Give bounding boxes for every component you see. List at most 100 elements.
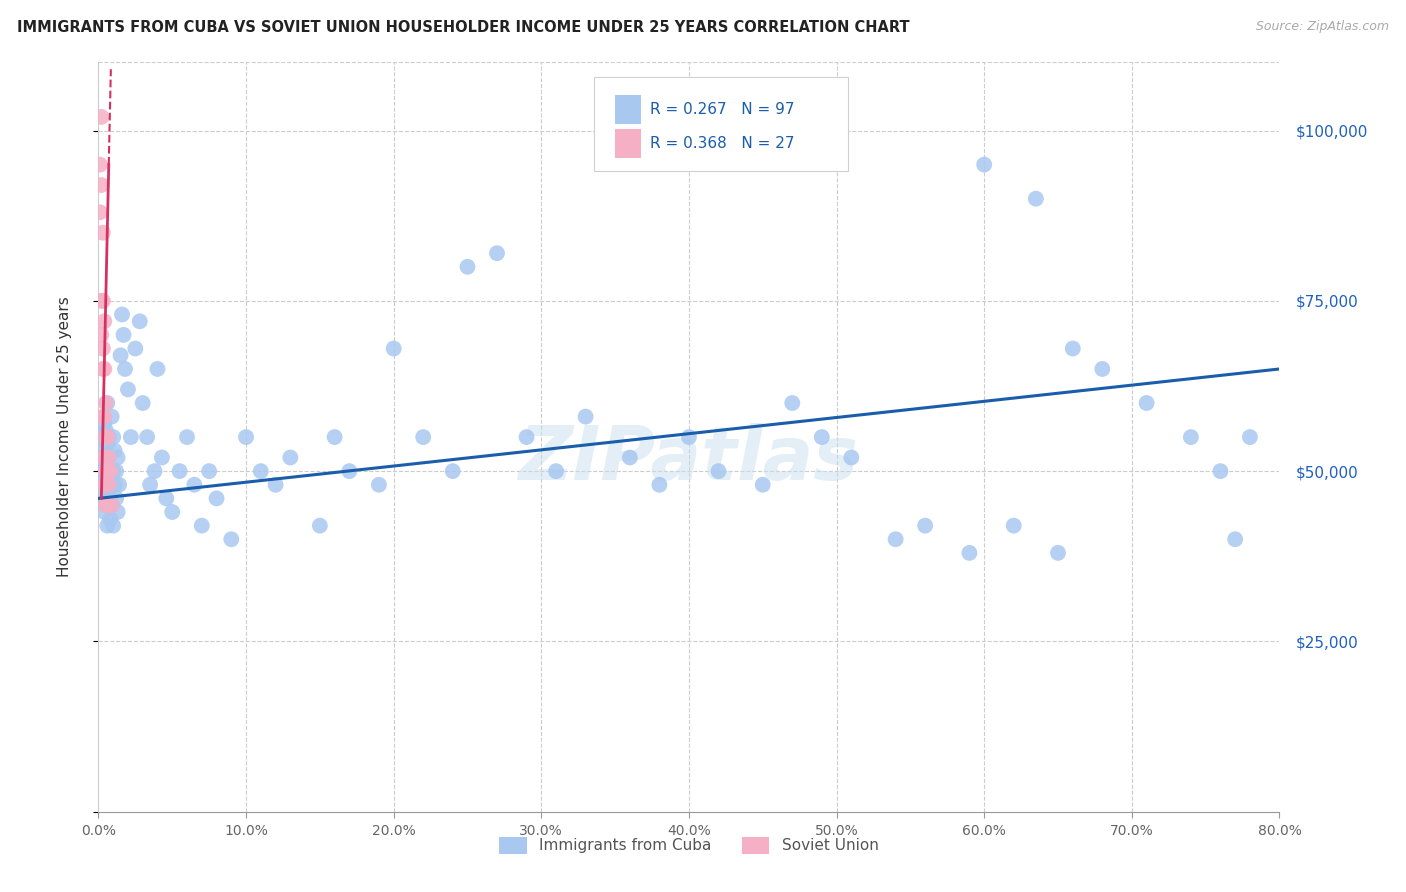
Point xyxy=(91,342,114,356)
Point xyxy=(94,498,117,512)
Point xyxy=(575,409,598,424)
Point xyxy=(90,178,112,192)
Point xyxy=(619,450,641,465)
Point xyxy=(93,505,115,519)
Point xyxy=(96,518,118,533)
Point xyxy=(93,314,115,328)
Point xyxy=(1136,396,1159,410)
Point xyxy=(97,430,120,444)
Point xyxy=(150,450,173,465)
Point xyxy=(97,477,120,491)
Point xyxy=(93,362,115,376)
Point xyxy=(110,348,132,362)
Point xyxy=(96,396,118,410)
Point xyxy=(107,450,129,465)
Text: R = 0.267   N = 97: R = 0.267 N = 97 xyxy=(650,103,794,117)
Point xyxy=(752,477,775,491)
Point xyxy=(198,464,221,478)
Point xyxy=(100,498,122,512)
Text: IMMIGRANTS FROM CUBA VS SOVIET UNION HOUSEHOLDER INCOME UNDER 25 YEARS CORRELATI: IMMIGRANTS FROM CUBA VS SOVIET UNION HOU… xyxy=(17,20,910,35)
Point xyxy=(368,477,391,491)
Point xyxy=(162,505,183,519)
Point xyxy=(91,430,114,444)
Point xyxy=(91,443,114,458)
Point xyxy=(105,491,128,506)
Point xyxy=(103,430,125,444)
Point xyxy=(973,158,995,172)
Point xyxy=(648,477,671,491)
Point xyxy=(98,464,121,478)
Bar xyxy=(614,129,641,158)
Point xyxy=(486,246,509,260)
Point xyxy=(112,327,135,342)
Point xyxy=(117,383,139,397)
Point xyxy=(1180,430,1202,444)
Point xyxy=(94,477,117,491)
Point xyxy=(205,491,228,506)
Point xyxy=(441,464,464,478)
Point xyxy=(782,396,804,410)
Point xyxy=(382,342,405,356)
Point xyxy=(89,464,111,478)
Point xyxy=(155,491,177,506)
Point xyxy=(1025,192,1047,206)
Point xyxy=(94,464,117,478)
Point xyxy=(93,450,115,465)
Bar xyxy=(614,95,641,124)
Text: Source: ZipAtlas.com: Source: ZipAtlas.com xyxy=(1256,20,1389,33)
Point xyxy=(191,518,214,533)
Point xyxy=(100,409,122,424)
Point xyxy=(707,464,730,478)
Text: ZIPatlas: ZIPatlas xyxy=(519,423,859,496)
Point xyxy=(1091,362,1114,376)
Point xyxy=(1002,518,1025,533)
Point xyxy=(1062,342,1084,356)
Point xyxy=(146,362,169,376)
Point xyxy=(457,260,479,274)
Point xyxy=(914,518,936,533)
Point xyxy=(1225,533,1247,547)
Point xyxy=(91,362,114,376)
Text: R = 0.368   N = 27: R = 0.368 N = 27 xyxy=(650,136,794,151)
Point xyxy=(221,533,243,547)
Point xyxy=(94,396,117,410)
Point xyxy=(97,450,120,465)
Point xyxy=(93,458,115,472)
Point xyxy=(96,430,118,444)
Point xyxy=(678,430,700,444)
Point xyxy=(96,498,118,512)
Point xyxy=(100,498,122,512)
Point xyxy=(98,512,121,526)
Point xyxy=(98,491,121,506)
Point xyxy=(132,396,155,410)
Point xyxy=(98,464,121,478)
Point xyxy=(412,430,434,444)
Y-axis label: Householder Income Under 25 years: Householder Income Under 25 years xyxy=(58,297,72,577)
Point xyxy=(91,293,114,308)
Point xyxy=(93,477,115,491)
Point xyxy=(103,518,125,533)
FancyBboxPatch shape xyxy=(595,78,848,171)
Point xyxy=(94,430,117,444)
Legend: Immigrants from Cuba, Soviet Union: Immigrants from Cuba, Soviet Union xyxy=(494,830,884,860)
Point xyxy=(810,430,832,444)
Point xyxy=(89,158,111,172)
Point xyxy=(280,450,302,465)
Point xyxy=(516,430,538,444)
Point xyxy=(93,417,115,431)
Point xyxy=(108,477,131,491)
Point xyxy=(169,464,191,478)
Point xyxy=(323,430,346,444)
Point xyxy=(96,491,118,506)
Point xyxy=(97,477,120,491)
Point xyxy=(90,327,112,342)
Point xyxy=(339,464,361,478)
Point xyxy=(93,409,115,424)
Point xyxy=(90,491,112,506)
Point xyxy=(176,430,198,444)
Point xyxy=(124,342,146,356)
Point xyxy=(107,505,129,519)
Point xyxy=(104,477,127,491)
Point xyxy=(143,464,166,478)
Point xyxy=(959,546,981,560)
